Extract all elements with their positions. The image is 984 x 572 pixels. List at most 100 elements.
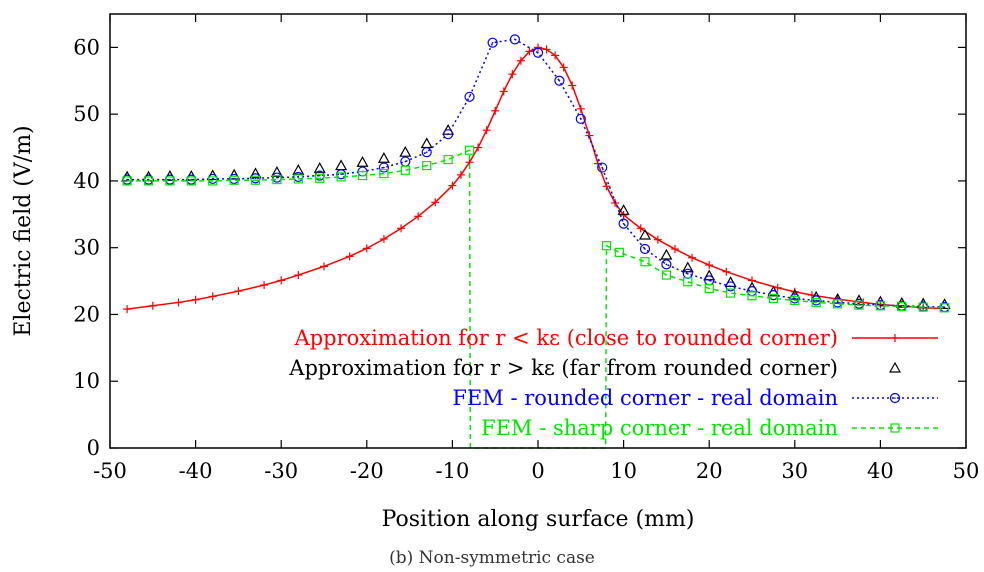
data-point-plus bbox=[208, 292, 217, 301]
data-point-square bbox=[875, 301, 886, 311]
data-point-plus bbox=[891, 334, 899, 342]
data-point-square bbox=[357, 170, 368, 181]
data-point-plus bbox=[636, 224, 645, 233]
legend-label: FEM - sharp corner - real domain bbox=[481, 416, 838, 440]
x-tick-label: -40 bbox=[179, 459, 213, 483]
x-tick-label: 20 bbox=[696, 459, 723, 483]
data-point-plus bbox=[551, 51, 560, 60]
x-tick-label: 0 bbox=[531, 459, 544, 483]
data-point-circle bbox=[554, 75, 565, 86]
data-point-square bbox=[614, 247, 624, 257]
data-point-plus bbox=[705, 261, 714, 270]
x-tick-label: 30 bbox=[781, 459, 808, 483]
data-point-plus bbox=[576, 104, 585, 113]
data-point-circle bbox=[597, 162, 608, 173]
data-point-triangle bbox=[420, 137, 433, 149]
data-point-plus bbox=[585, 131, 594, 140]
y-tick-label: 40 bbox=[73, 169, 100, 193]
data-point-square bbox=[122, 176, 132, 186]
legend-label: FEM - rounded corner - real domain bbox=[452, 386, 838, 410]
x-tick-label: -20 bbox=[350, 459, 384, 483]
legend-label: Approximation for r > kε (far from round… bbox=[288, 356, 838, 380]
data-point-triangle bbox=[313, 162, 326, 173]
data-point-plus bbox=[123, 305, 132, 314]
data-point-square bbox=[768, 293, 779, 304]
data-point-plus bbox=[559, 63, 568, 72]
y-tick-label: 50 bbox=[73, 102, 100, 126]
data-point-square bbox=[422, 160, 432, 171]
data-point-square bbox=[208, 176, 218, 186]
series-2 bbox=[121, 123, 951, 310]
x-tick-label: -30 bbox=[264, 459, 298, 483]
data-point-circle bbox=[725, 281, 736, 292]
data-point-plus bbox=[174, 298, 183, 307]
data-point-square bbox=[939, 303, 950, 313]
data-point-square bbox=[661, 270, 672, 280]
figure-caption: (b) Non-symmetric case bbox=[389, 548, 595, 568]
data-point-plus bbox=[260, 281, 269, 290]
plot-frame bbox=[109, 13, 967, 449]
data-point-plus bbox=[431, 198, 440, 207]
series-line bbox=[127, 46, 941, 310]
data-point-square bbox=[890, 423, 900, 433]
data-point-plus bbox=[482, 126, 491, 135]
legend: Approximation for r < kε (close to round… bbox=[288, 326, 938, 440]
data-point-plus bbox=[234, 287, 243, 296]
data-point-plus bbox=[320, 262, 328, 271]
data-point-plus bbox=[294, 271, 303, 280]
data-point-plus bbox=[277, 276, 286, 285]
data-point-triangle bbox=[356, 155, 369, 167]
data-point-square bbox=[293, 174, 303, 184]
data-point-plus bbox=[525, 47, 534, 56]
data-point-circle bbox=[207, 173, 218, 185]
data-point-square bbox=[165, 176, 175, 186]
series-line bbox=[127, 38, 945, 308]
data-point-triangle bbox=[335, 159, 348, 171]
data-point-plus bbox=[516, 56, 525, 65]
x-tick-label: -10 bbox=[435, 459, 469, 483]
data-point-square bbox=[790, 295, 800, 306]
y-axis-label: Electric field (V/m) bbox=[11, 125, 36, 336]
data-point-plus bbox=[345, 252, 354, 261]
data-point-square bbox=[379, 168, 389, 179]
x-tick-label: -50 bbox=[93, 459, 127, 483]
data-point-square bbox=[464, 145, 475, 155]
data-point-plus bbox=[508, 70, 517, 79]
data-point-circle bbox=[889, 392, 901, 404]
x-tick-label: 50 bbox=[953, 459, 980, 483]
x-tick-label: 40 bbox=[867, 459, 894, 483]
data-point-plus bbox=[474, 143, 483, 152]
data-point-circle bbox=[575, 113, 586, 124]
data-point-square bbox=[143, 176, 154, 186]
data-point-square bbox=[336, 172, 346, 182]
data-point-plus bbox=[722, 267, 731, 276]
data-point-square bbox=[443, 154, 453, 165]
data-point-square bbox=[315, 173, 325, 183]
data-point-square bbox=[400, 165, 410, 175]
series-1 bbox=[123, 43, 945, 314]
data-point-circle bbox=[509, 34, 520, 45]
data-point-triangle bbox=[617, 204, 630, 215]
data-point-plus bbox=[362, 244, 371, 253]
data-point-square bbox=[683, 277, 693, 287]
data-point-plus bbox=[773, 283, 782, 292]
data-point-triangle bbox=[660, 248, 673, 260]
data-point-circle bbox=[682, 268, 693, 279]
data-point-plus bbox=[379, 235, 388, 244]
data-point-plus bbox=[414, 212, 423, 221]
data-point-plus bbox=[148, 301, 157, 310]
axis-ticks: -50 -40 -30 -20 -10 0 10 20 30 40 50 0 10 20 30 40 50 60 bbox=[73, 14, 979, 483]
data-point-square bbox=[186, 176, 196, 186]
data-point-circle bbox=[639, 243, 651, 255]
y-tick-label: 10 bbox=[73, 369, 100, 393]
data-point-square bbox=[832, 299, 843, 309]
data-point-square bbox=[854, 300, 864, 310]
data-point-plus bbox=[456, 170, 465, 179]
y-tick-label: 60 bbox=[73, 35, 100, 59]
data-point-circle bbox=[618, 218, 629, 229]
data-point-triangle bbox=[399, 145, 412, 157]
data-point-circle bbox=[378, 162, 390, 173]
data-point-plus bbox=[397, 224, 406, 233]
data-point-triangle bbox=[681, 261, 694, 273]
y-tick-label: 30 bbox=[73, 236, 100, 260]
